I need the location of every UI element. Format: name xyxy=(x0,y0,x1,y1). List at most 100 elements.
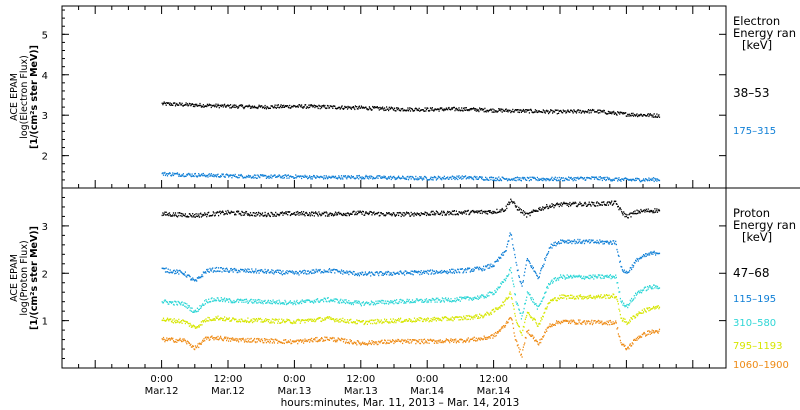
data-point xyxy=(291,271,293,273)
data-point xyxy=(248,176,250,178)
data-point xyxy=(640,208,642,211)
data-point xyxy=(176,341,178,343)
data-point xyxy=(577,178,580,180)
data-point xyxy=(637,314,639,317)
data-point xyxy=(287,174,289,177)
data-point xyxy=(350,303,352,306)
data-point xyxy=(236,176,238,178)
data-point xyxy=(598,202,600,205)
data-point xyxy=(215,174,217,176)
data-point xyxy=(273,107,275,109)
data-point xyxy=(520,211,522,214)
data-point xyxy=(460,268,462,270)
data-point xyxy=(310,213,312,215)
data-point xyxy=(630,115,632,117)
data-point xyxy=(230,212,232,214)
data-point xyxy=(233,211,235,213)
data-point xyxy=(340,107,342,109)
data-point xyxy=(411,176,414,178)
data-point xyxy=(615,274,617,276)
data-point xyxy=(220,267,222,269)
data-point xyxy=(384,215,386,217)
data-point xyxy=(321,107,323,109)
data-point xyxy=(546,285,548,288)
data-point xyxy=(463,109,465,111)
data-point xyxy=(557,203,559,206)
data-points xyxy=(161,101,661,358)
data-point xyxy=(571,203,573,205)
data-point xyxy=(475,297,477,299)
data-point xyxy=(658,116,661,118)
data-point xyxy=(543,263,545,265)
data-point xyxy=(347,271,349,273)
data-point xyxy=(619,207,621,209)
data-point xyxy=(336,212,338,214)
data-point xyxy=(385,271,387,273)
data-point xyxy=(657,252,659,255)
data-point xyxy=(321,176,323,178)
data-point xyxy=(515,261,517,264)
data-point xyxy=(271,175,273,178)
series-795-1193 xyxy=(161,291,661,336)
data-point xyxy=(348,273,350,276)
data-point xyxy=(615,200,617,202)
data-point xyxy=(411,213,414,215)
data-point xyxy=(429,109,431,112)
data-point xyxy=(613,242,615,244)
data-point xyxy=(184,104,186,106)
data-point xyxy=(192,277,194,279)
data-point xyxy=(406,211,408,213)
data-point xyxy=(388,301,390,303)
data-point xyxy=(402,212,404,214)
data-point xyxy=(534,319,536,321)
data-point xyxy=(471,108,473,110)
data-point xyxy=(648,286,650,289)
data-point xyxy=(581,241,584,243)
data-point xyxy=(465,107,467,109)
data-point xyxy=(315,268,317,271)
data-point xyxy=(172,270,175,272)
data-point xyxy=(303,319,305,322)
data-point xyxy=(338,175,340,177)
data-point xyxy=(585,177,588,179)
data-point xyxy=(162,336,165,339)
data-point xyxy=(501,254,503,256)
data-point xyxy=(327,317,329,319)
data-point xyxy=(275,302,277,305)
data-point xyxy=(210,270,212,272)
data-point xyxy=(415,320,418,322)
data-point xyxy=(204,271,206,273)
data-point xyxy=(360,211,362,214)
data-point xyxy=(469,271,471,273)
data-point xyxy=(413,109,416,112)
data-point xyxy=(521,315,523,317)
data-point xyxy=(350,318,352,321)
data-point xyxy=(316,105,318,108)
data-point xyxy=(208,173,210,175)
data-point xyxy=(364,271,366,273)
data-point xyxy=(645,178,647,180)
data-point xyxy=(301,104,303,106)
data-point xyxy=(405,213,407,215)
data-point xyxy=(262,341,264,344)
data-point xyxy=(485,313,487,315)
data-point xyxy=(242,106,244,109)
data-point xyxy=(294,105,296,107)
data-point xyxy=(246,270,248,273)
data-point xyxy=(253,212,255,214)
data-point xyxy=(477,266,479,268)
data-point xyxy=(324,339,327,342)
data-point xyxy=(291,176,293,178)
data-point xyxy=(445,316,447,319)
data-point xyxy=(381,274,383,276)
data-point xyxy=(501,207,503,210)
data-point xyxy=(306,273,308,275)
data-point xyxy=(485,210,487,213)
data-point xyxy=(324,107,327,109)
data-point xyxy=(181,272,183,274)
data-point xyxy=(591,297,593,299)
data-point xyxy=(461,318,463,321)
data-point xyxy=(443,300,445,302)
data-point xyxy=(305,319,307,322)
data-point xyxy=(545,307,547,309)
